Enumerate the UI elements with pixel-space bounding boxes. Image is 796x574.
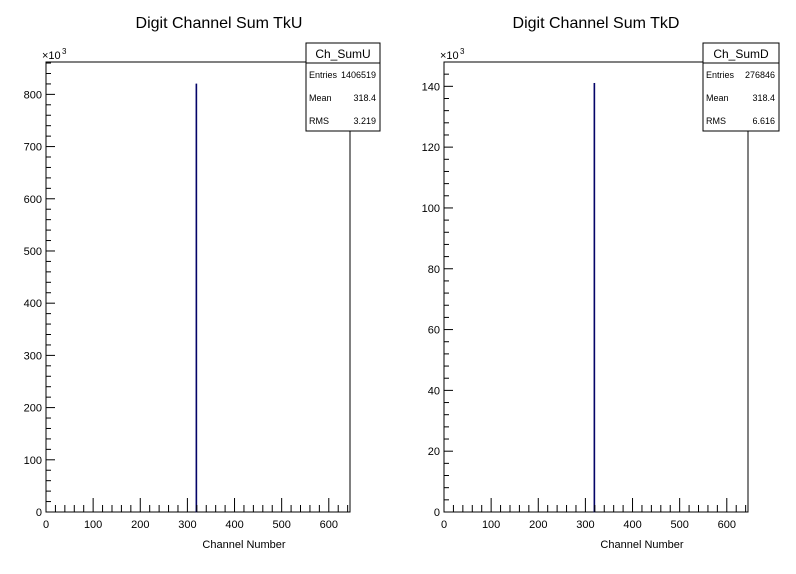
histogram-bin	[195, 83, 198, 513]
stats-value: 318.4	[353, 93, 376, 103]
panel-1: Digit Channel Sum TkU 0 100 200 300 400 500 600…	[24, 15, 381, 551]
y-tick-label: 700	[24, 142, 42, 154]
x-tick-label: 200	[529, 519, 547, 531]
stats-box-frame	[305, 42, 381, 132]
stats-box: Ch_SumU Entries 1406519 Mean 318.4 RMS 3.219	[305, 42, 381, 132]
x-axis-label: Channel Number	[202, 539, 285, 551]
x-tick-label: 400	[623, 519, 641, 531]
histogram-bin	[593, 82, 596, 513]
y-tick-label: 600	[24, 194, 42, 206]
stats-label: Entries	[309, 70, 338, 80]
y-tick-label: 120	[422, 142, 440, 154]
y-tick-label: 800	[24, 89, 42, 101]
stats-label: Entries	[706, 70, 735, 80]
y-tick-label: 140	[422, 81, 440, 93]
y-tick-label: 0	[434, 507, 440, 519]
x-tick-label: 0	[43, 519, 49, 531]
x-tick-label: 600	[718, 519, 736, 531]
y-tick-label: 60	[428, 325, 440, 337]
stats-label: RMS	[706, 116, 726, 126]
stats-value: 318.4	[752, 93, 775, 103]
stats-value: 6.616	[752, 116, 775, 126]
y-tick-label: 200	[24, 403, 42, 415]
y-tick-label: 100	[24, 455, 42, 467]
stats-value: 1406519	[341, 70, 376, 80]
stats-value: 3.219	[353, 116, 376, 126]
x-tick-label: 600	[320, 519, 338, 531]
y-multiplier-exponent: 3	[460, 47, 465, 56]
x-tick-label: 500	[670, 519, 688, 531]
x-axis-label: Channel Number	[600, 539, 683, 551]
y-tick-label: 300	[24, 350, 42, 362]
x-tick-label: 300	[576, 519, 594, 531]
stats-label: Mean	[309, 93, 332, 103]
y-tick-label: 500	[24, 246, 42, 258]
x-tick-label: 400	[225, 519, 243, 531]
stats-box-title: Ch_SumU	[315, 47, 370, 61]
plot-frame	[443, 61, 749, 513]
y-tick-label: 40	[428, 385, 440, 397]
stats-value: 276846	[745, 70, 775, 80]
stats-label: Mean	[706, 93, 729, 103]
y-tick-label: 20	[428, 446, 440, 458]
x-tick-label: 300	[178, 519, 196, 531]
x-tick-label: 100	[482, 519, 500, 531]
chart-title: Digit Channel Sum TkD	[513, 15, 680, 32]
stats-label: RMS	[309, 116, 329, 126]
stats-box-frame	[702, 42, 780, 132]
y-multiplier-exponent: 3	[62, 47, 67, 56]
x-tick-label: 100	[84, 519, 102, 531]
y-tick-label: 0	[36, 507, 42, 519]
stats-box: Ch_SumD Entries 276846 Mean 318.4 RMS 6.616	[702, 42, 780, 132]
y-multiplier: ×10	[42, 50, 61, 62]
stats-box-title: Ch_SumD	[713, 47, 769, 61]
y-tick-label: 100	[422, 203, 440, 215]
y-tick-label: 400	[24, 298, 42, 310]
x-tick-label: 0	[441, 519, 447, 531]
plot-frame	[45, 61, 351, 513]
x-tick-label: 500	[272, 519, 290, 531]
y-tick-label: 80	[428, 264, 440, 276]
y-multiplier: ×10	[440, 50, 459, 62]
chart-title: Digit Channel Sum TkU	[136, 15, 303, 32]
x-tick-label: 200	[131, 519, 149, 531]
